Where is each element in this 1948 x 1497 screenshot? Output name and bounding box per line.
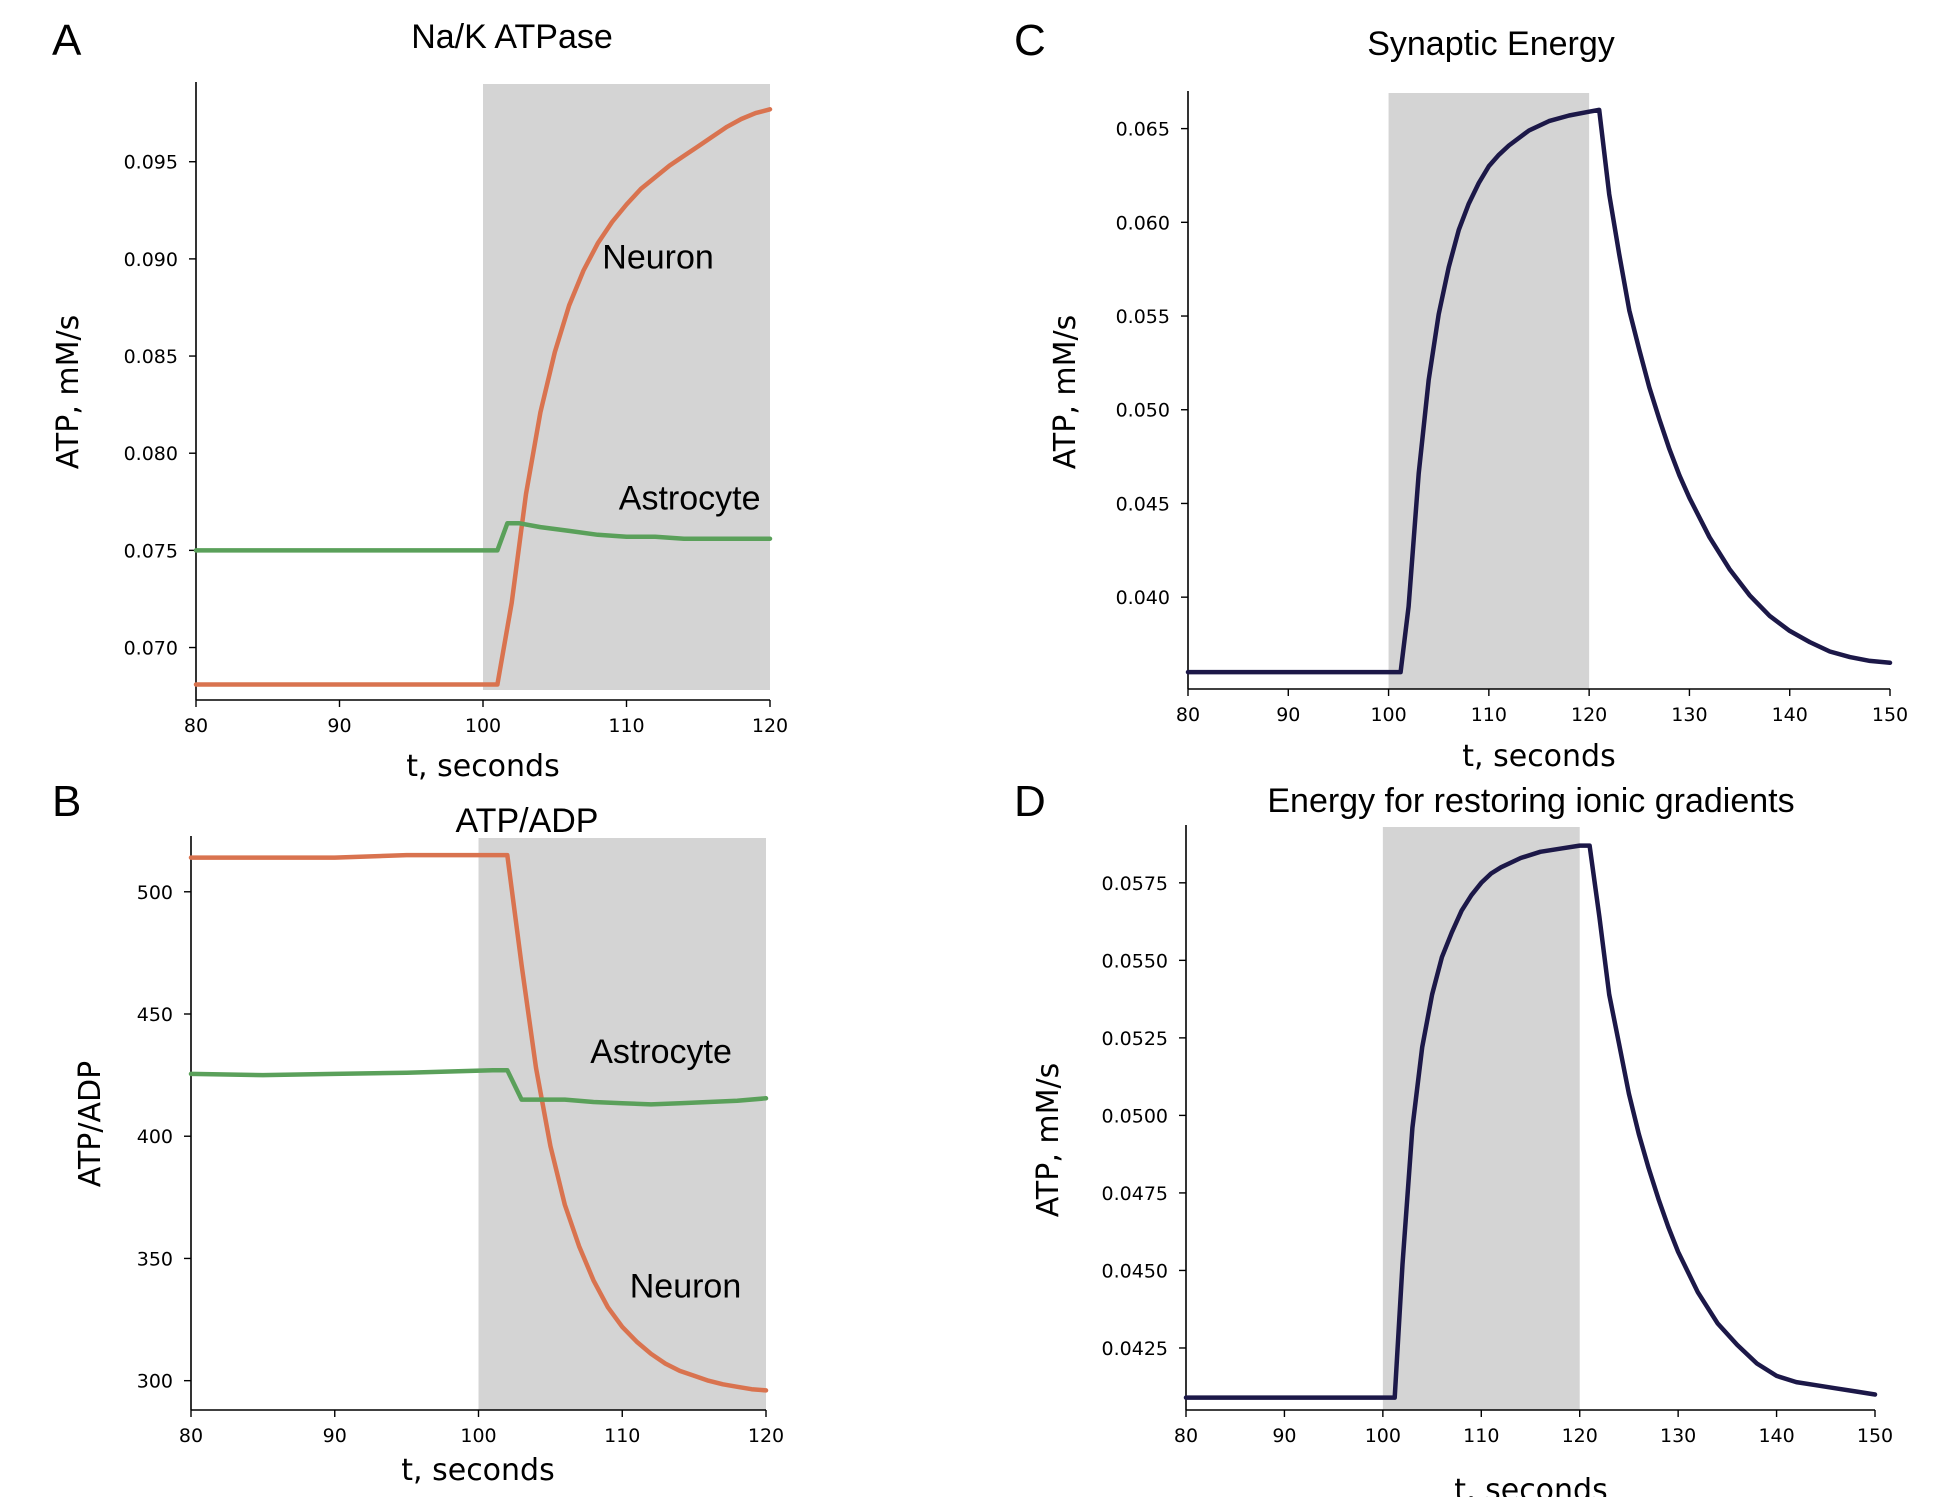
- x-tick-label: 100: [465, 715, 501, 737]
- x-tick-label: 100: [1370, 704, 1406, 726]
- x-tick-label: 120: [1571, 704, 1607, 726]
- y-tick-label: 500: [137, 882, 173, 904]
- y-tick-label: 0.065: [1116, 119, 1170, 141]
- y-axis-label: ATP, mM/s: [1031, 1063, 1066, 1218]
- y-tick-label: 0.0575: [1102, 873, 1168, 895]
- x-tick-label: 150: [1857, 1425, 1893, 1447]
- panel-letter: D: [1014, 777, 1046, 826]
- x-axis-label: t, seconds: [1462, 739, 1615, 774]
- x-tick-label: 90: [1276, 704, 1300, 726]
- y-tick-label: 0.060: [1116, 212, 1170, 234]
- x-tick-label: 110: [1471, 704, 1507, 726]
- panel-c: 80 90 100 110 120 130 140 150 0.040 0.045 0.050 0.0…: [1014, 16, 1908, 774]
- x-tick-label: 140: [1772, 704, 1808, 726]
- series-annotation-astrocyte: Astrocyte: [590, 1033, 732, 1071]
- x-tick-label: 80: [184, 715, 208, 737]
- y-tick-label: 0.090: [124, 249, 178, 271]
- y-tick-label: 0.0425: [1102, 1338, 1168, 1360]
- x-tick-label: 140: [1758, 1425, 1794, 1447]
- y-tick-label: 0.075: [124, 540, 178, 562]
- y-tick-label: 0.0475: [1102, 1183, 1168, 1205]
- series-annotation-neuron: Neuron: [630, 1268, 742, 1306]
- y-axis-label: ATP, mM/s: [51, 315, 86, 470]
- y-tick-label: 0.040: [1116, 587, 1170, 609]
- y-tick-label: 0.095: [124, 152, 178, 174]
- y-tick-label: 350: [137, 1248, 173, 1270]
- x-axis-label: t, seconds: [406, 749, 559, 784]
- series-line-neuron: [188, 852, 769, 1393]
- x-tick-label: 110: [1463, 1425, 1499, 1447]
- series-line: [1185, 107, 1893, 675]
- x-tick-label: 120: [752, 715, 788, 737]
- y-tick-label: 0.050: [1116, 400, 1170, 422]
- panel-a: 80 90 100 110 120 0.070 0.075 0.080 0.085 0.090 0.…: [51, 16, 788, 784]
- x-axis-label: t, seconds: [1454, 1473, 1607, 1497]
- y-tick-label: 0.0525: [1102, 1028, 1168, 1050]
- y-tick-label: 0.0450: [1102, 1260, 1168, 1282]
- y-tick-label: 0.070: [124, 638, 178, 660]
- x-tick-label: 90: [1272, 1425, 1296, 1447]
- y-tick-label: 300: [137, 1371, 173, 1393]
- x-tick-label: 80: [1174, 1425, 1198, 1447]
- panel-letter: C: [1014, 16, 1046, 65]
- y-tick-label: 450: [137, 1004, 173, 1026]
- x-tick-label: 120: [748, 1425, 784, 1447]
- x-tick-label: 150: [1872, 704, 1908, 726]
- y-tick-label: 0.080: [124, 443, 178, 465]
- y-tick-label: 0.0500: [1102, 1105, 1168, 1127]
- shaded-region: [478, 838, 766, 1410]
- shaded-region: [483, 84, 770, 690]
- panel-letter: B: [52, 777, 81, 826]
- series-annotation-astrocyte: Astrocyte: [619, 480, 761, 518]
- chart-title: Na/K ATPase: [411, 18, 613, 56]
- y-axis-label: ATP, mM/s: [1048, 315, 1083, 470]
- y-tick-label: 0.0550: [1102, 950, 1168, 972]
- x-axis-label: t, seconds: [401, 1453, 554, 1488]
- x-tick-label: 80: [1176, 704, 1200, 726]
- panel-d: 80 90 100 110 120 130 140 150 0.0425 0.0450 0.0475…: [1014, 777, 1893, 1497]
- x-tick-label: 90: [323, 1425, 347, 1447]
- series-line: [1183, 843, 1878, 1400]
- x-tick-label: 110: [608, 715, 644, 737]
- series-line-neuron: [193, 107, 773, 687]
- y-axis-label: ATP/ADP: [73, 1061, 108, 1187]
- x-tick-label: 130: [1671, 704, 1707, 726]
- series-line-astrocyte: [193, 520, 773, 553]
- chart-title: Synaptic Energy: [1367, 25, 1615, 63]
- x-tick-label: 90: [327, 715, 351, 737]
- y-tick-label: 0.085: [124, 346, 178, 368]
- chart-title: ATP/ADP: [456, 802, 599, 840]
- x-tick-label: 80: [179, 1425, 203, 1447]
- panel-letter: A: [52, 16, 82, 65]
- x-tick-label: 100: [460, 1425, 496, 1447]
- panel-b: 80 90 100 110 120 300 350 400 450 500 Astrocyte Neu…: [52, 777, 784, 1488]
- shaded-region: [1388, 93, 1590, 689]
- x-tick-label: 120: [1562, 1425, 1598, 1447]
- x-tick-label: 130: [1660, 1425, 1696, 1447]
- x-tick-label: 110: [604, 1425, 640, 1447]
- series-annotation-neuron: Neuron: [602, 239, 714, 277]
- chart-title: Energy for restoring ionic gradients: [1267, 782, 1794, 820]
- y-tick-label: 0.045: [1116, 493, 1170, 515]
- series-line-astrocyte: [188, 1067, 769, 1107]
- y-tick-label: 0.055: [1116, 306, 1170, 328]
- x-tick-label: 100: [1365, 1425, 1401, 1447]
- y-tick-label: 400: [137, 1126, 173, 1148]
